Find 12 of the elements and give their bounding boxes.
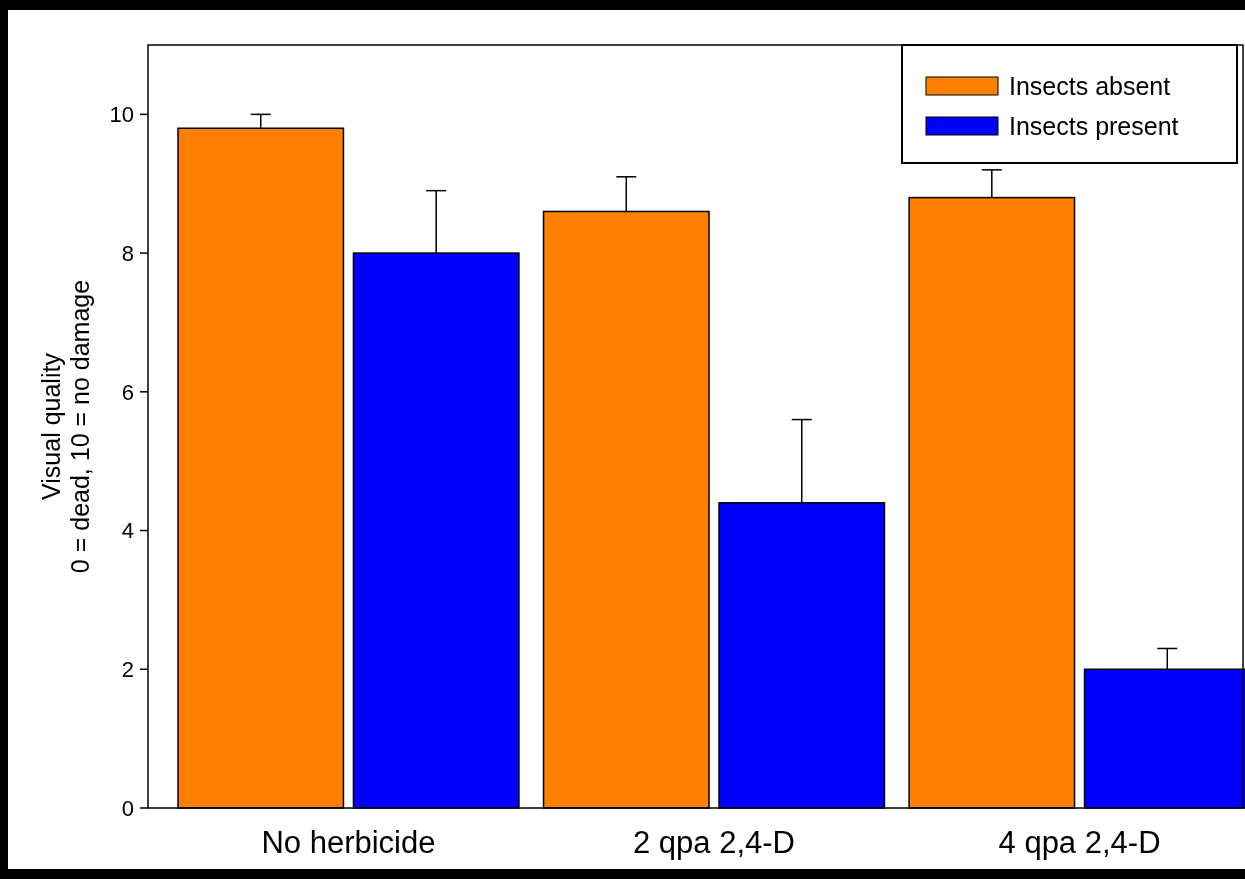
y-tick-label: 2 bbox=[121, 656, 134, 682]
y-tick-label: 4 bbox=[121, 518, 134, 544]
x-tick-label: No herbicide bbox=[261, 825, 436, 860]
y-tick-label: 0 bbox=[121, 795, 134, 821]
y-tick-label: 8 bbox=[121, 240, 134, 266]
y-axis-title: Visual quality 0 = dead, 10 = no damage bbox=[37, 279, 94, 574]
legend-label: Insects present bbox=[1009, 111, 1179, 140]
y-tick-label: 10 bbox=[109, 102, 134, 128]
legend-label: Insects absent bbox=[1009, 71, 1171, 100]
x-tick-label: 2 qpa 2,4-D bbox=[633, 825, 795, 860]
y-tick-label: 6 bbox=[121, 379, 134, 405]
x-tick-label: 4 qpa 2,4-D bbox=[998, 825, 1161, 860]
